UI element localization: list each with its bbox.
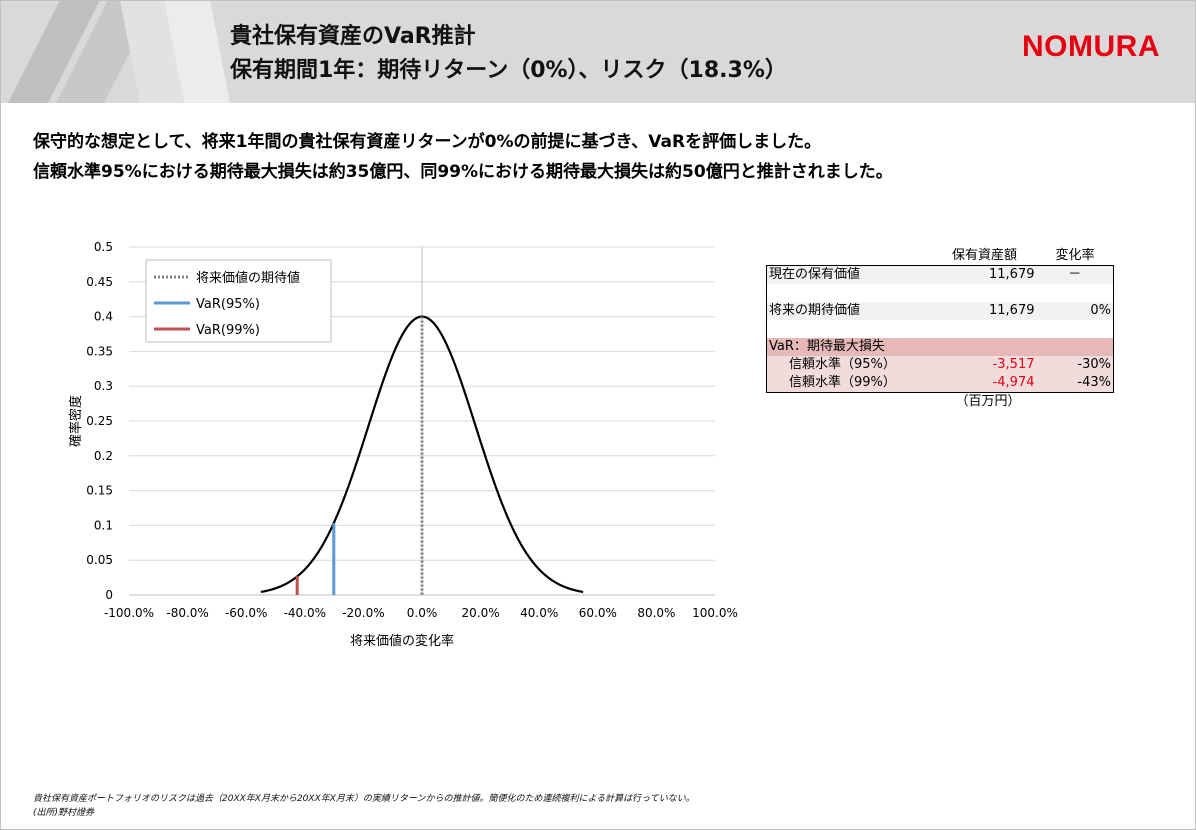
row-label: VaR：期待最大損失 xyxy=(766,338,933,356)
x-tick-label: 0.0% xyxy=(407,606,438,620)
lead-line-1: 保守的な想定として、将来1年間の貴社保有資産リターンが0%の前提に基づき、VaR… xyxy=(33,132,822,152)
x-tick-label: 60.0% xyxy=(579,606,617,620)
row-label: 信頼水準（95%） xyxy=(766,356,933,374)
table-spacer xyxy=(767,284,1114,302)
row-value: -3,517 xyxy=(932,356,1037,374)
y-tick-label: 0.25 xyxy=(86,414,113,428)
table-header-cell: 変化率 xyxy=(1036,247,1114,266)
legend-label: VaR(99%) xyxy=(196,323,260,338)
table-row: 信頼水準（99%） -4,974 -43% xyxy=(766,374,1114,393)
legend-label: VaR(95%) xyxy=(196,297,260,312)
table-row: 現在の保有価値 11,679 － xyxy=(766,265,1114,284)
x-tick-label: -20.0% xyxy=(342,606,384,620)
table-spacer xyxy=(767,320,1114,338)
row-value xyxy=(932,338,1037,356)
row-label: 信頼水準（99%） xyxy=(766,374,933,393)
table-header-cell xyxy=(766,247,933,266)
row-value: 11,679 xyxy=(932,302,1037,320)
var-density-chart: 0 0.05 0.1 0.15 0.2 0.25 0.3 0.35 0.4 0.45 0.5 -100… xyxy=(68,240,738,649)
x-tick-label: -40.0% xyxy=(284,606,326,620)
y-tick-label: 0.45 xyxy=(86,275,113,289)
row-rate: -30% xyxy=(1036,356,1114,374)
table-row: VaR：期待最大損失 xyxy=(766,338,1114,356)
table-header-cell: 保有資産額 xyxy=(932,247,1037,266)
y-tick-label: 0.1 xyxy=(94,518,113,532)
x-tick-label: 100.0% xyxy=(692,606,738,620)
title-line-1: 貴社保有資産のVaR推計 xyxy=(230,24,476,49)
lead-line-2: 信頼水準95%における期待最大損失は約35億円、同99%における期待最大損失は約… xyxy=(33,162,893,182)
var-table-wrap: 保有資産額 変化率 現在の保有価値 11,679 － 将来の期待価値 11,67… xyxy=(766,247,1114,411)
footnote-line-1: 貴社保有資産ポートフォリオのリスクは過去（20XX年X月末から20XX年X月末）… xyxy=(33,794,695,804)
header-decoration xyxy=(8,0,230,103)
footnote-source: (出所)野村證券 xyxy=(33,808,95,818)
x-tick-label: 20.0% xyxy=(462,606,500,620)
row-rate: -43% xyxy=(1036,374,1114,393)
x-tick-label: -60.0% xyxy=(225,606,267,620)
y-tick-label: 0 xyxy=(105,588,113,602)
x-tick-label: 40.0% xyxy=(520,606,558,620)
var-table: 保有資産額 変化率 現在の保有価値 11,679 － 将来の期待価値 11,67… xyxy=(766,247,1114,393)
x-tick-label: 80.0% xyxy=(637,606,675,620)
row-rate: 0% xyxy=(1036,302,1114,320)
x-axis-title: 将来価値の変化率 xyxy=(350,633,454,649)
nomura-logo: NOMURA xyxy=(1022,30,1160,63)
footnote: 貴社保有資産ポートフォリオのリスクは過去（20XX年X月末から20XX年X月末）… xyxy=(33,792,695,820)
table-unit: （百万円） xyxy=(955,394,1021,409)
x-tick-label: -100.0% xyxy=(104,606,154,620)
y-tick-label: 0.5 xyxy=(94,240,113,254)
y-tick-label: 0.35 xyxy=(86,344,113,358)
row-label: 現在の保有価値 xyxy=(766,265,933,284)
table-header-row: 保有資産額 変化率 xyxy=(766,247,1114,266)
row-rate: － xyxy=(1036,265,1114,284)
y-tick-label: 0.4 xyxy=(94,310,113,324)
legend-label: 将来価値の期待値 xyxy=(196,270,300,286)
row-value: 11,679 xyxy=(932,265,1037,284)
title-line-2: 保有期間1年：期待リターン（0%）、リスク（18.3%） xyxy=(230,58,787,83)
table-row: 将来の期待価値 11,679 0% xyxy=(766,302,1114,320)
header-bar: 貴社保有資産のVaR推計 保有期間1年：期待リターン（0%）、リスク（18.3%… xyxy=(0,0,1196,103)
row-rate xyxy=(1036,338,1114,356)
x-tick-label: -80.0% xyxy=(166,606,208,620)
lead-text: 保守的な想定として、将来1年間の貴社保有資産リターンが0%の前提に基づき、VaR… xyxy=(33,127,893,187)
table-row: 信頼水準（95%） -3,517 -30% xyxy=(766,356,1114,374)
row-value: -4,974 xyxy=(932,374,1037,393)
row-label: 将来の期待価値 xyxy=(766,302,933,320)
page-title: 貴社保有資産のVaR推計 保有期間1年：期待リターン（0%）、リスク（18.3%… xyxy=(230,20,787,88)
y-tick-label: 0.05 xyxy=(86,553,113,567)
y-tick-label: 0.2 xyxy=(94,449,113,463)
y-tick-label: 0.15 xyxy=(86,484,113,498)
y-tick-label: 0.3 xyxy=(94,379,113,393)
y-axis-title: 確率密度 xyxy=(68,395,84,447)
